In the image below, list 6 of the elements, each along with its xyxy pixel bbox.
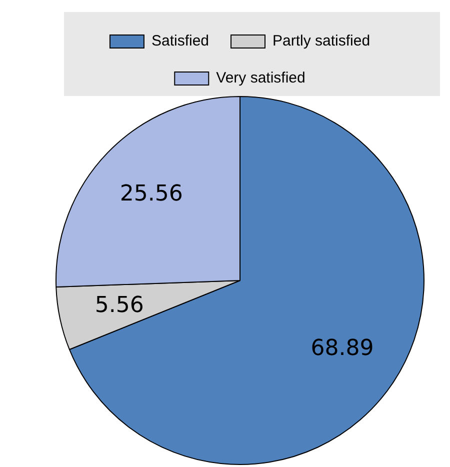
data-label: 25.56 — [120, 182, 183, 207]
legend-label: Partly satisfied — [272, 32, 370, 50]
data-label: 68.89 — [310, 336, 374, 362]
legend-label: Satisfied — [151, 32, 210, 50]
data-label: 5.56 — [94, 292, 144, 318]
legend-label: Very satisfied — [216, 70, 306, 87]
